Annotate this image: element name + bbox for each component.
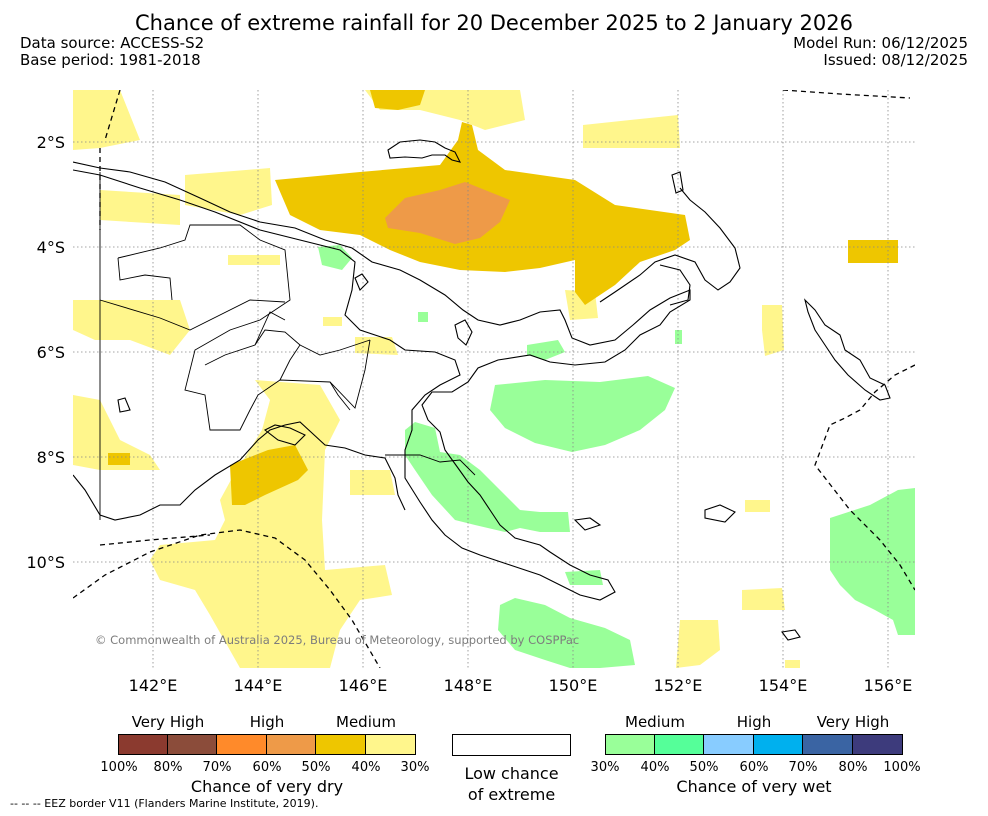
wet-tick: 30%	[590, 760, 620, 775]
dry-swatch	[168, 734, 217, 755]
lat-label: 6°S	[37, 343, 65, 362]
wet-swatch	[704, 734, 754, 755]
lon-label: 148°E	[444, 676, 493, 695]
eez-borders	[73, 90, 915, 668]
dry-tick: 50%	[301, 760, 331, 775]
map-gridlines	[73, 90, 915, 668]
neutral-legend-label: Low chance of extreme	[430, 763, 593, 805]
wet-group-high: High	[736, 713, 772, 731]
map-plot-area: © Commonwealth of Australia 2025, Bureau…	[73, 90, 915, 668]
dry-legend-label: Chance of very dry	[190, 777, 344, 796]
wet-swatch	[803, 734, 853, 755]
dry-group-medium: Medium	[336, 713, 396, 731]
wet-swatch	[754, 734, 803, 755]
dry-swatch	[316, 734, 366, 755]
lat-label: 2°S	[37, 133, 65, 152]
dry-swatch	[118, 734, 168, 755]
model-run: Model Run: 06/12/2025	[793, 34, 968, 52]
lon-label: 144°E	[234, 676, 283, 695]
issued-date: Issued: 08/12/2025	[823, 51, 968, 69]
dry-high-areas	[385, 182, 510, 244]
copyright-notice: © Commonwealth of Australia 2025, Bureau…	[95, 633, 579, 647]
lon-label: 150°E	[549, 676, 598, 695]
dry-tick: 80%	[153, 760, 183, 775]
wet-swatch	[655, 734, 704, 755]
wet-tick: 80%	[838, 760, 868, 775]
wet-group-medium: Medium	[625, 713, 685, 731]
dry-swatch	[366, 734, 416, 755]
wet-legend-label: Chance of very wet	[676, 777, 832, 796]
dry-tick: 30%	[400, 760, 430, 775]
lon-label: 154°E	[759, 676, 808, 695]
dry-tick: 70%	[202, 760, 232, 775]
dry-swatch	[267, 734, 316, 755]
data-source-info: Data source: ACCESS-S2 Base period: 1981…	[20, 35, 204, 69]
neutral-label-line1: Low chance	[464, 764, 559, 783]
lon-label: 146°E	[339, 676, 388, 695]
dry-tick: 60%	[252, 760, 282, 775]
map-title: Chance of extreme rainfall for 20 Decemb…	[135, 11, 853, 35]
lat-label: 4°S	[37, 238, 65, 257]
data-source: Data source: ACCESS-S2	[20, 34, 205, 52]
wet-tick: 60%	[739, 760, 769, 775]
dry-tick: 100%	[100, 760, 138, 775]
wet-tick: 50%	[689, 760, 719, 775]
wet-swatch	[605, 734, 655, 755]
dry-medium-high-areas	[108, 90, 898, 505]
dry-group-very-high: Very High	[131, 713, 205, 731]
dry-swatch	[217, 734, 267, 755]
neutral-label-line2: of extreme	[467, 785, 556, 804]
borders	[99, 172, 476, 520]
lat-label: 10°S	[26, 553, 65, 572]
wet-tick: 70%	[788, 760, 818, 775]
longitude-labels: 142°E 144°E 146°E 148°E 150°E 152°E 154°…	[129, 676, 913, 695]
lon-label: 142°E	[129, 676, 178, 695]
wet-tick: 100%	[883, 760, 921, 775]
wet-medium-areas	[318, 245, 915, 668]
model-run-info: Model Run: 06/12/2025 Issued: 08/12/2025	[793, 35, 968, 69]
lon-label: 156°E	[864, 676, 913, 695]
coastlines	[73, 139, 891, 641]
eez-border-note: -- -- -- EEZ border V11 (Flanders Marine…	[10, 797, 319, 810]
latitude-labels: 2°S 4°S 6°S 8°S 10°S	[26, 133, 65, 572]
wet-group-very-high: Very High	[816, 713, 890, 731]
wet-tick: 40%	[640, 760, 670, 775]
neutral-swatch	[452, 734, 571, 756]
dry-group-high: High	[249, 713, 285, 731]
lat-label: 8°S	[37, 448, 65, 467]
wet-swatch	[853, 734, 903, 755]
dry-tick: 40%	[351, 760, 381, 775]
base-period: Base period: 1981-2018	[20, 51, 201, 69]
lon-label: 152°E	[654, 676, 703, 695]
